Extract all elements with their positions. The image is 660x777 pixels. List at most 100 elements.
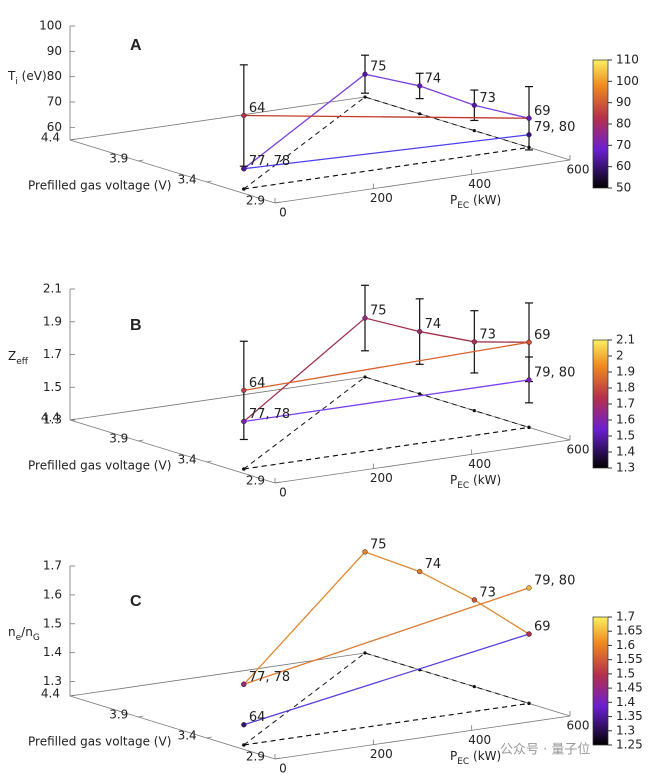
colorbar-tick-label: 50 [616,181,631,195]
z-tick-label: 60 [47,120,62,134]
floor-point [472,409,476,413]
floor-point [527,145,531,149]
data-point [362,315,368,321]
data-point [362,549,368,555]
data-point [241,166,247,172]
data-point [241,112,247,119]
x-tick-label: 400 [468,733,491,747]
point-label: 73 [479,91,496,106]
y-tick-label: 4.4 [41,411,60,425]
floor-point [472,129,476,133]
y-tick [274,201,281,204]
colorbar-tick-label: 1.8 [616,381,635,395]
y-tick-label: 4.4 [41,687,60,701]
z-axis-label-part: Z [8,349,16,363]
colorbar-tick-label: 1.5 [616,666,635,680]
panel-letter: A [130,37,142,54]
x-axis-label-part: P [450,473,457,487]
y-tick-label: 2.9 [246,474,265,488]
z-axis-label-part: n [8,625,16,639]
y-tick [206,736,212,739]
y-tick-label: 3.4 [178,453,197,467]
x-axis-label-part: (kW) [469,473,501,487]
y-tick-label: 3.9 [109,152,128,166]
floor-point [527,701,531,706]
colorbar-tick-label: 1.65 [616,624,643,638]
y-tick [69,418,76,421]
point-label: 64 [249,101,266,116]
data-point [471,597,477,603]
colorbar-tick-label: 1.4 [616,445,635,459]
x-axis-label: PEC (kW) [450,193,501,211]
y-tick-label: 3.9 [109,432,128,446]
colorbar-tick-label: 1.9 [616,365,635,379]
data-point [241,387,247,394]
data-point [417,83,423,89]
y-tick [206,180,212,183]
point-label: 75 [370,60,387,75]
x-tick-label: 600 [567,163,590,177]
data-point [526,339,532,345]
x-axis-label: PEC (kW) [450,473,501,491]
y-tick [274,757,281,760]
point-label: 77, 78 [249,670,290,685]
point-label: 75 [370,304,387,319]
data-point [526,377,532,383]
data-point [526,115,532,121]
floor-point [363,95,367,99]
point-label: 74 [425,317,442,332]
x-axis-label-part: P [450,193,457,207]
floor-point [242,467,246,471]
panel-letter: B [130,317,142,334]
point-label: 73 [479,585,496,600]
y-tick-label: 2.9 [246,750,265,764]
y-tick [138,715,144,718]
series-line [243,587,530,685]
x-tick-label: 200 [370,191,393,205]
z-tick-label: 1.7 [43,559,62,573]
point-label: 75 [370,537,387,552]
floor-projection [243,376,530,470]
z-axis-label-part: eff [16,357,29,367]
point-label: 74 [425,557,442,572]
z-tick-label: 1.7 [43,347,62,361]
data-point [241,681,247,687]
data-point [241,418,247,425]
watermark: 公众号 · 量子位 [500,743,590,758]
y-tick [69,694,76,697]
y-tick-label: 4.4 [41,131,60,145]
z-tick-label: 100 [39,19,62,33]
x-axis-label-part: EC [457,757,469,767]
z-tick-label: 2.1 [43,282,62,296]
y-tick-label: 2.9 [246,194,265,208]
y-tick-label: 3.4 [178,173,197,187]
series-line [243,134,530,170]
z-tick-label: 1.5 [43,380,62,394]
colorbar-tick-label: 1.55 [616,652,643,666]
point-label: 79, 80 [534,365,575,380]
z-tick-label: 1.5 [43,616,62,630]
point-label: 69 [534,620,551,635]
floor-point [242,187,246,191]
floor-point [242,743,246,747]
z-tick-label: 1.4 [43,645,62,659]
floor-point [418,392,422,396]
series-line [243,114,530,119]
colorbar-tick-label: 70 [616,138,631,152]
y-axis-label: Prefilled gas voltage (V) [28,179,171,193]
z-axis-label-part: e [16,633,22,643]
point-label: 77, 78 [249,154,290,169]
x-tick-label: 0 [279,762,287,776]
y-axis-label: Prefilled gas voltage (V) [28,735,171,749]
point-label: 79, 80 [534,120,575,135]
colorbar-tick-label: 1.45 [616,681,643,695]
colorbar-tick-label: 90 [616,95,631,109]
floor-projection [243,96,530,190]
floor-point [418,112,422,116]
y-tick [69,138,76,141]
colorbar-tick-label: 1.6 [616,638,635,652]
colorbar-tick-label: 100 [616,74,639,88]
colorbar-tick-label: 1.3 [616,461,635,475]
y-axis-label: Prefilled gas voltage (V) [28,459,171,473]
